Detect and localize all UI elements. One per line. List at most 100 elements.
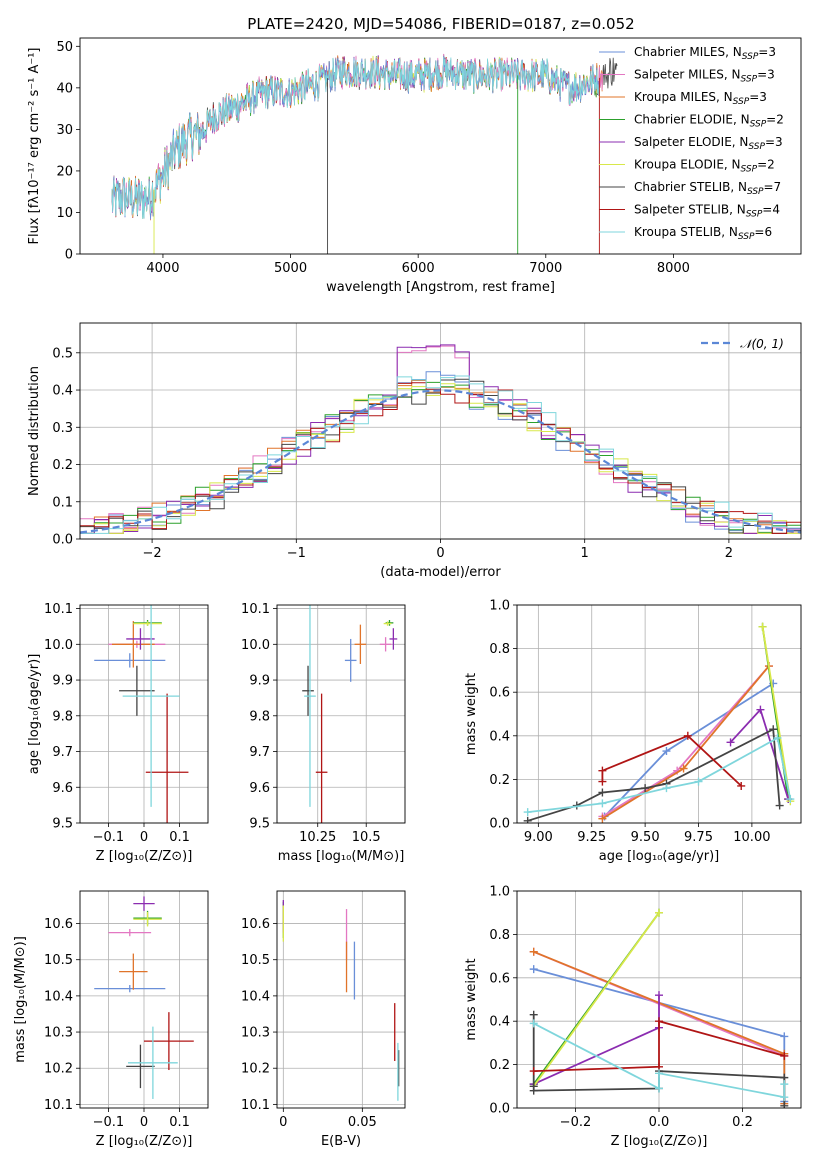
mass-weight-marker (529, 965, 538, 974)
mass-weight-line (527, 736, 792, 813)
x-tick-label: 0.1 (169, 830, 190, 845)
histogram-series (80, 344, 801, 534)
y-tick-label: 9.9 (249, 674, 270, 689)
histogram-series (80, 383, 801, 534)
mass-weight-marker (773, 733, 782, 742)
legend-label: Kroupa ELODIE, NSSP=2 (634, 158, 775, 175)
axes-frame (276, 890, 406, 1109)
y-tick-label: 9.8 (249, 709, 270, 724)
y-tick-label: 0.0 (489, 817, 510, 832)
spectrum-panel: 4000 5000 6000 7000 8000 0 10 20 30 40 50 wavelengt… (27, 37, 802, 295)
y-axis-label: age [log₁₀(age/yr)] (27, 654, 42, 775)
y-tick-label: 9.6 (52, 781, 73, 796)
y-axis-label: mass [log₁₀(M/M⊙)] (13, 936, 28, 1063)
figure-title: PLATE=2420, MJD=54086, FIBERID=0187, z=0… (247, 15, 634, 33)
mass-weight-marker (529, 1086, 538, 1095)
mass-weight-marker (529, 1010, 538, 1019)
mass-weight-lines (529, 908, 789, 1108)
y-tick-label: 0.8 (489, 928, 510, 943)
x-tick-label: 0 (436, 546, 444, 561)
massweight-vs-age-panel: 9.00 9.25 9.50 9.75 10.00 0.0 0.2 0.4 0.6 0.8 1.0 a… (464, 599, 802, 864)
x-tick-label: 9.25 (577, 830, 606, 845)
age-vs-mass-panel: 10.25 10.5 9.5 9.6 9.7 9.8 9.9 10.0 10.1 mass [lo… (241, 602, 406, 864)
y-tick-label: 50 (56, 40, 73, 55)
errorbars (282, 900, 400, 1101)
y-axis-label: Flux [fλ10⁻¹⁷ erg cm⁻² s⁻¹ A⁻¹] (27, 48, 42, 245)
x-tick-label: 0 (279, 1115, 287, 1130)
y-tick-label: 1.0 (489, 885, 510, 900)
legend-label: 𝒩(0, 1) (740, 337, 784, 351)
mass-weight-line (601, 665, 770, 820)
x-axis-label: Z [log₁₀(Z/Z⊙)] (611, 1134, 708, 1149)
x-axis-label: age [log₁₀(age/yr)] (599, 849, 720, 864)
x-tick-label: 0.2 (732, 1115, 753, 1130)
mass-weight-marker (780, 1051, 789, 1060)
mass-weight-line (761, 626, 792, 802)
x-tick-label: 5000 (274, 261, 307, 276)
y-tick-label: 0.1 (52, 495, 73, 510)
mass-weight-marker (662, 747, 671, 756)
axes-frame (79, 322, 802, 540)
y-tick-label: 0.0 (52, 533, 73, 548)
axes-frame (79, 604, 209, 824)
y-tick-label: 0 (65, 248, 73, 263)
y-tick-label: 0.3 (52, 421, 73, 436)
x-tick-label: 0.1 (169, 1115, 190, 1130)
age-vs-Z-panel: −0.1 0 0.1 9.5 9.6 9.7 9.8 9.9 10.0 10.1 Z [log₁₀(… (27, 602, 209, 864)
y-tick-label: 10.1 (44, 1098, 73, 1113)
x-axis-label: Z [log₁₀(Z/Z⊙)] (96, 1134, 193, 1149)
mass-weight-marker (775, 801, 784, 810)
legend-label: Salpeter ELODIE, NSSP=3 (634, 135, 783, 152)
y-axis-label: mass weight (464, 958, 479, 1040)
mass-weight-marker (683, 731, 692, 740)
mass-weight-marker (529, 947, 538, 956)
mass-weight-marker (641, 784, 650, 793)
mass-weight-marker (655, 1069, 663, 1078)
mass-weight-marker (679, 764, 688, 773)
legend-label: Chabrier MILES, NSSP=3 (634, 45, 776, 62)
y-tick-label: 0.4 (489, 729, 510, 744)
mass-weight-marker (529, 1067, 538, 1076)
mass-weight-line (532, 912, 660, 1087)
y-tick-label: 10.6 (44, 917, 73, 932)
y-tick-label: 0.4 (489, 1015, 510, 1030)
y-tick-label: 9.5 (249, 817, 270, 832)
x-axis-label: E(B-V) (321, 1134, 361, 1149)
legend-label: Chabrier ELODIE, NSSP=2 (634, 113, 784, 130)
mass-weight-marker (598, 814, 607, 823)
errorbars (94, 605, 189, 823)
mass-vs-Z-panel: −0.1 0 0.1 10.1 10.2 10.3 10.4 10.5 10.6 Z [log₁₀… (13, 890, 209, 1149)
mass-weight-marker (598, 788, 607, 797)
errorbars (94, 896, 194, 1099)
x-tick-label: 0 (140, 1115, 148, 1130)
mass-weight-marker (662, 784, 671, 793)
spectrum-line (111, 56, 600, 220)
y-tick-label: 0.2 (489, 1058, 510, 1073)
y-tick-label: 9.5 (52, 817, 73, 832)
x-tick-label: 0.0 (649, 1115, 670, 1130)
x-tick-label: −0.2 (560, 1115, 592, 1130)
histogram-series (80, 375, 801, 534)
x-tick-label: 8000 (657, 261, 690, 276)
mass-weight-marker (726, 738, 735, 747)
mass-weight-marker (529, 1019, 538, 1028)
mass-weight-marker (780, 1080, 789, 1089)
y-tick-label: 0.6 (489, 686, 510, 701)
x-tick-label: 2 (725, 546, 733, 561)
mass-weight-marker (598, 777, 607, 786)
x-tick-label: 7000 (529, 261, 562, 276)
x-axis-label: (data-model)/error (380, 565, 501, 580)
x-tick-label: 4000 (146, 261, 179, 276)
mass-weight-marker (694, 777, 703, 786)
x-tick-label: 10.25 (299, 830, 336, 845)
y-tick-label: 0.2 (489, 773, 510, 788)
residuals-panel: −2 −1 0 1 2 0.0 0.1 0.2 0.3 0.4 0.5 (data-model)/er… (27, 322, 802, 580)
y-tick-label: 10.5 (44, 953, 73, 968)
y-tick-label: 10.0 (241, 638, 270, 653)
legend-label: Chabrier STELIB, NSSP=7 (634, 180, 781, 197)
axes-frame (516, 890, 802, 1109)
mass-weight-marker (655, 1017, 663, 1026)
y-tick-label: 0.2 (52, 458, 73, 473)
mass-weight-marker (523, 808, 532, 817)
